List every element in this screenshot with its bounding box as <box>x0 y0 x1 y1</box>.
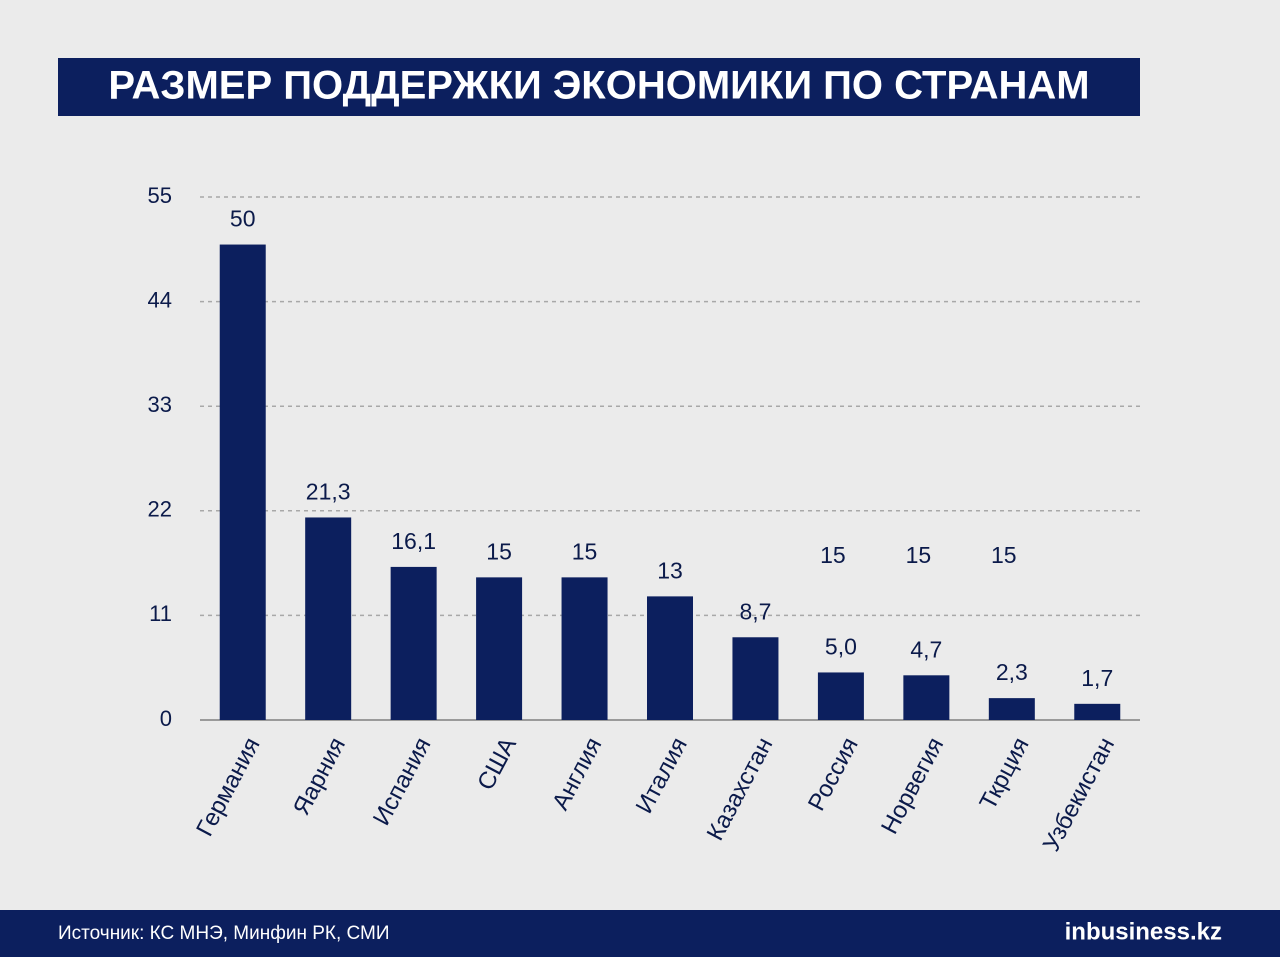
y-tick-label: 44 <box>148 287 172 312</box>
bar <box>903 675 950 720</box>
y-tick-label: 0 <box>160 706 172 731</box>
x-tick-label: Узбекистан <box>1038 733 1120 856</box>
x-tick-label: Яарния <box>288 733 351 820</box>
y-tick-label: 11 <box>149 601 172 626</box>
x-tick-label: Казахстан <box>702 733 779 845</box>
x-tick-label: Италия <box>631 733 693 818</box>
value-label: 15 <box>486 538 512 564</box>
annotation: 15 <box>820 542 846 568</box>
value-label: 8,7 <box>739 598 771 624</box>
y-tick-label: 33 <box>148 392 172 417</box>
bar <box>647 596 693 720</box>
y-tick-label: 22 <box>148 497 172 522</box>
bar <box>219 244 266 720</box>
bar <box>988 698 1035 720</box>
x-tick-label: Германия <box>191 733 265 841</box>
logo: inbusiness.kz <box>1065 918 1222 945</box>
bar <box>732 637 779 720</box>
footer <box>0 910 1280 957</box>
x-tick-label: Англия <box>547 733 607 814</box>
title-box <box>58 58 1140 116</box>
value-label: 1,7 <box>1081 665 1113 691</box>
y-tick-label: 55 <box>148 183 172 208</box>
x-tick-label: Норвегия <box>876 733 949 838</box>
value-label: 5,0 <box>825 634 857 660</box>
bar <box>305 517 352 720</box>
value-label: 13 <box>657 557 683 583</box>
source: Источник: КС МНЭ, Минфин РК, СМИ <box>58 923 390 944</box>
value-label: 21,3 <box>306 479 351 505</box>
value-label: 15 <box>572 538 598 564</box>
annotation: 15 <box>991 542 1017 568</box>
bar <box>1074 703 1121 720</box>
x-tick-label: Ткрция <box>974 733 1034 814</box>
bar <box>476 577 523 720</box>
bar <box>817 672 864 720</box>
value-label: 4,7 <box>910 636 942 662</box>
value-label: 50 <box>230 206 256 232</box>
bar <box>561 577 608 720</box>
chart-title: РАЗМЕР ПОДДЕРЖКИ ЭКОНОМИКИ ПО СТРАНАМ <box>108 64 1089 108</box>
x-tick-label: США <box>472 733 522 795</box>
x-tick-label: Россия <box>803 733 864 815</box>
bar <box>390 566 437 720</box>
value-label: 2,3 <box>996 659 1028 685</box>
value-label: 16,1 <box>391 528 436 554</box>
annotation: 15 <box>906 542 932 568</box>
x-tick-label: Испания <box>368 733 437 830</box>
